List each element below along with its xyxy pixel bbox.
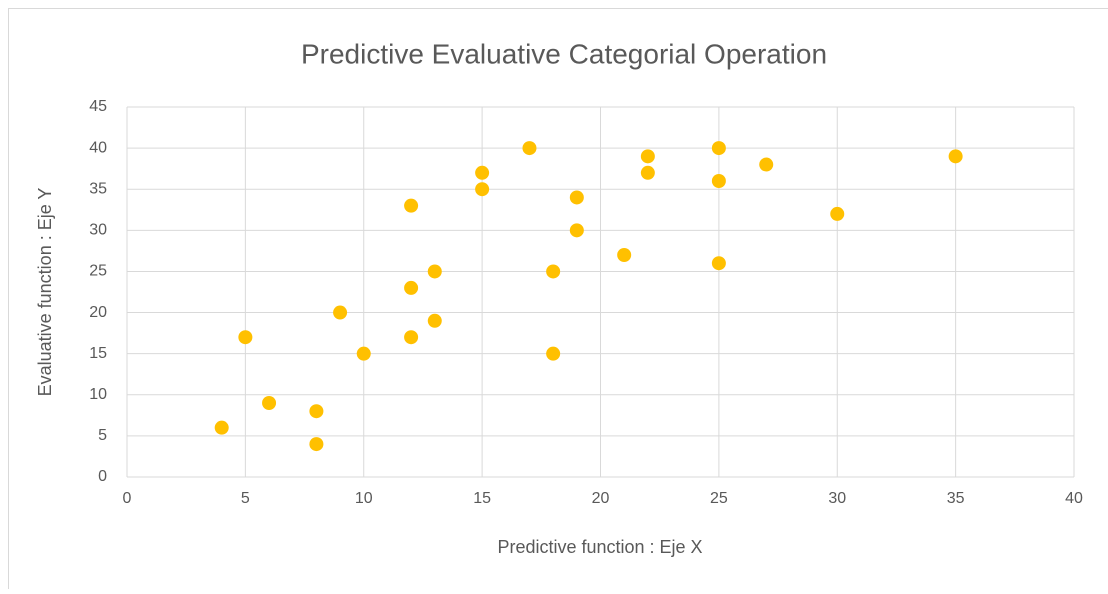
point (570, 223, 584, 237)
point (309, 437, 323, 451)
point (546, 264, 560, 278)
point (546, 347, 560, 361)
point (428, 264, 442, 278)
point (759, 158, 773, 172)
point (309, 404, 323, 418)
x-tick-label: 20 (592, 490, 610, 507)
point (475, 166, 489, 180)
x-tick-label: 5 (241, 490, 250, 507)
y-tick-label: 15 (89, 345, 107, 362)
point (949, 149, 963, 163)
y-tick-label: 10 (89, 386, 107, 403)
chart-title: Predictive Evaluative Categorial Operati… (301, 38, 827, 69)
x-axis-label: Predictive function : Eje X (497, 537, 702, 557)
point (238, 330, 252, 344)
x-tick-label: 30 (828, 490, 846, 507)
point (404, 281, 418, 295)
y-tick-label: 20 (89, 304, 107, 321)
y-tick-label: 0 (98, 468, 107, 485)
point (404, 330, 418, 344)
x-tick-label: 10 (355, 490, 373, 507)
y-tick-label: 30 (89, 222, 107, 239)
point (570, 190, 584, 204)
point (641, 166, 655, 180)
point (333, 306, 347, 320)
point (215, 421, 229, 435)
y-tick-label: 40 (89, 139, 107, 156)
point (475, 182, 489, 196)
point (262, 396, 276, 410)
y-tick-label: 5 (98, 427, 107, 444)
point (617, 248, 631, 262)
point (712, 256, 726, 270)
x-tick-label: 25 (710, 490, 728, 507)
x-tick-label: 35 (947, 490, 965, 507)
y-tick-label: 35 (89, 180, 107, 197)
point (712, 141, 726, 155)
point (428, 314, 442, 328)
point (404, 199, 418, 213)
chart-frame (9, 9, 1108, 590)
y-tick-label: 45 (89, 98, 107, 115)
x-tick-label: 40 (1065, 490, 1083, 507)
y-tick-label: 25 (89, 263, 107, 280)
point (830, 207, 844, 221)
point (712, 174, 726, 188)
y-axis-label: Evaluative function : Eje Y (35, 188, 55, 397)
x-tick-label: 15 (473, 490, 491, 507)
point (522, 141, 536, 155)
point (641, 149, 655, 163)
x-tick-label: 0 (123, 490, 132, 507)
point (357, 347, 371, 361)
